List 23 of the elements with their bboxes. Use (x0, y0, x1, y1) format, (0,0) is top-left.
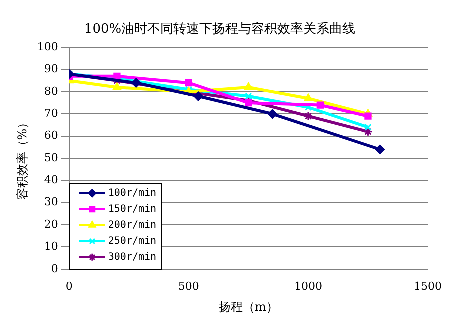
legend-label: 200r/min (108, 220, 157, 231)
x-axis-title: 扬程（m） (219, 300, 278, 314)
y-tick-label: 60 (44, 129, 58, 142)
y-tick-label: 100 (37, 40, 58, 54)
legend-label: 100r/min (108, 188, 157, 199)
x-tick-label: 1500 (414, 280, 442, 293)
y-tick-label: 0 (51, 262, 58, 276)
x-tick-label: 500 (178, 280, 200, 293)
legend-label: 150r/min (108, 204, 157, 215)
y-tick-label: 80 (44, 84, 58, 98)
x-tick-label: 0 (66, 280, 73, 293)
y-tick-label: 10 (44, 240, 58, 254)
y-tick-label: 40 (44, 174, 58, 187)
y-tick-label: 90 (44, 62, 58, 76)
chart-title: 100%油时不同转速下扬程与容积效率关系曲线 (84, 21, 356, 38)
legend-label: 250r/min (108, 236, 157, 247)
legend-label: 300r/min (108, 252, 157, 263)
y-tick-label: 50 (44, 151, 58, 164)
x-tick-label: 1000 (294, 280, 322, 293)
y-axis-title: 容积效率（%） (15, 116, 30, 200)
y-tick-label: 30 (44, 196, 58, 209)
y-tick-label: 20 (44, 218, 58, 231)
y-tick-label: 70 (44, 107, 58, 120)
